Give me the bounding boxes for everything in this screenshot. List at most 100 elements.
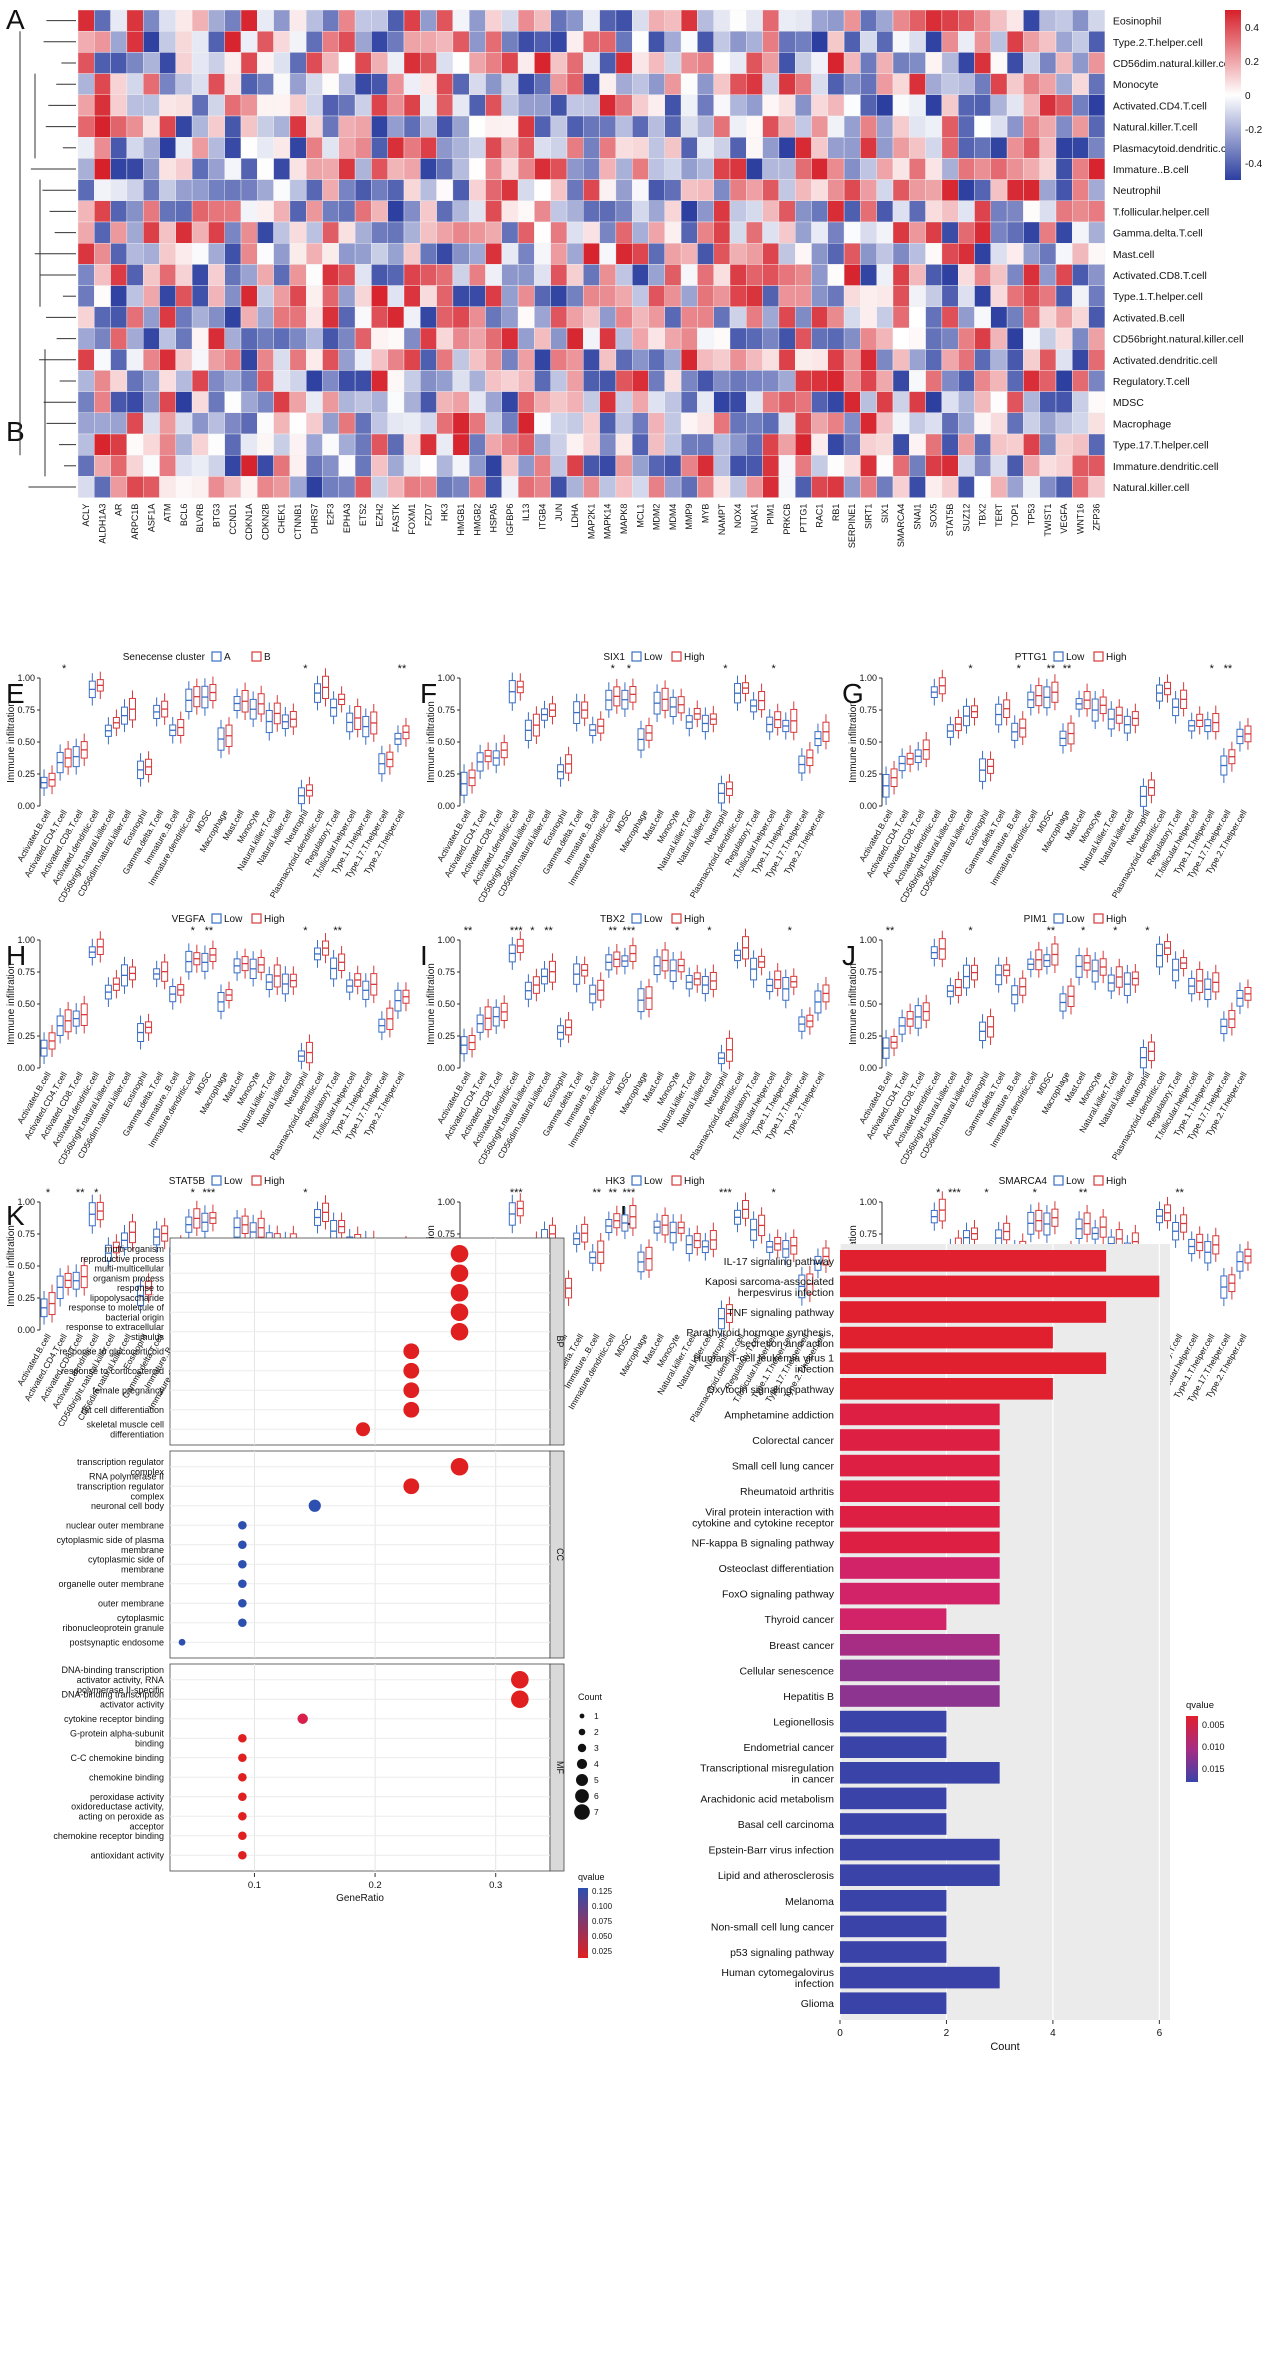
heatmap-cell: [1023, 242, 1040, 265]
heatmap-cell: [110, 31, 128, 53]
heatmap-cell: [778, 200, 796, 223]
bar-label: cytokine and cytokine receptor: [692, 1517, 834, 1529]
heatmap-cell: [436, 158, 454, 180]
significance-mark: *: [191, 925, 196, 937]
heatmap-cell: [191, 179, 209, 202]
heatmap-cell: [941, 264, 959, 286]
heatmap-row-label: MDSC: [1113, 397, 1144, 409]
legend-low-label: Low: [1066, 914, 1085, 925]
heatmap-cell: [713, 221, 731, 244]
heatmap-cell: [240, 73, 258, 95]
heatmap-cell: [746, 136, 763, 159]
heatmap-cell: [306, 349, 323, 371]
heatmap-cell: [403, 9, 421, 32]
heatmap-cell: [126, 264, 144, 286]
heatmap-cell: [436, 349, 454, 371]
term-label: complex: [130, 1467, 164, 1477]
heatmap-cell: [175, 455, 193, 477]
heatmap-cell: [338, 327, 356, 350]
term-dot: [403, 1362, 420, 1379]
heatmap-cell: [273, 31, 291, 53]
heatmap-cell: [941, 179, 959, 202]
heatmap-cell: [420, 221, 437, 244]
heatmap-cell: [387, 349, 405, 371]
heatmap-cell: [110, 327, 128, 350]
heatmap-cell: [615, 349, 633, 371]
heatmap-cell: [648, 476, 665, 498]
heatmap-cell: [469, 200, 486, 223]
term-label: RNA polymerase II: [89, 1471, 164, 1481]
heatmap-cell: [306, 242, 323, 265]
heatmap-cell: [925, 9, 943, 32]
heatmap-cell: [648, 285, 665, 308]
legend-low-label: Low: [644, 1176, 663, 1187]
heatmap-cell: [1088, 285, 1106, 308]
heatmap-cell: [746, 31, 763, 53]
x-tick-label: 6: [1157, 2028, 1163, 2039]
heatmap-cell: [208, 306, 225, 329]
heatmap-cell: [550, 412, 568, 435]
heatmap-column-label: BLVRB: [195, 504, 205, 533]
heatmap-cell: [208, 136, 225, 159]
heatmap-cell: [680, 264, 698, 286]
bar-label: Epstein-Barr virus infection: [709, 1845, 835, 1857]
heatmap-cell: [1039, 264, 1057, 286]
heatmap-cell: [746, 349, 763, 371]
heatmap-cell: [811, 391, 828, 414]
heatmap-cell: [77, 31, 95, 53]
heatmap-cell: [273, 412, 291, 435]
heatmap-cell: [1023, 412, 1040, 435]
heatmap-cell: [175, 52, 193, 74]
heatmap-cell: [827, 264, 845, 286]
significance-mark: *: [1081, 925, 1086, 937]
heatmap-cell: [534, 9, 551, 32]
bar-label: Amphetamine addiction: [724, 1409, 834, 1421]
heatmap-cell: [224, 412, 242, 435]
term-dot: [238, 1831, 247, 1841]
heatmap-column-label: CDKN1A: [244, 504, 254, 541]
heatmap-cell: [1072, 433, 1089, 456]
heatmap-cell: [599, 476, 617, 498]
heatmap-row-label: Activated.CD8.T.cell: [1113, 270, 1207, 282]
heatmap-cell: [909, 221, 926, 244]
heatmap-cell: [387, 179, 405, 202]
y-tick-label: 0.75: [437, 1229, 455, 1239]
y-tick-label: 0.00: [437, 801, 455, 811]
heatmap-cell: [420, 179, 437, 202]
heatmap-cell: [224, 285, 242, 308]
heatmap-cell: [941, 242, 959, 265]
heatmap-cell: [680, 306, 698, 329]
heatmap-cell: [762, 94, 780, 117]
heatmap-cell: [583, 52, 600, 74]
heatmap-cell: [566, 264, 584, 286]
color-legend-label: 0.025: [592, 1947, 612, 1956]
heatmap-cell: [240, 476, 258, 498]
significance-mark: *: [1145, 925, 1150, 937]
heatmap-cell: [632, 31, 649, 53]
heatmap-cell: [876, 52, 894, 74]
heatmap-cell: [762, 52, 780, 74]
heatmap-cell: [110, 221, 128, 244]
heatmap-column-label: JUN: [554, 504, 564, 521]
heatmap-cell: [208, 391, 225, 414]
heatmap-row-label: T.follicular.helper.cell: [1113, 206, 1209, 218]
heatmap-cell: [795, 306, 812, 329]
heatmap-cell: [77, 9, 95, 32]
heatmap-cell: [843, 179, 861, 202]
heatmap-cell: [354, 370, 372, 392]
heatmap-cell: [420, 455, 437, 477]
heatmap-cell: [843, 433, 861, 456]
y-axis-label: Immune infiltration: [6, 963, 17, 1045]
heatmap-cell: [436, 52, 454, 74]
heatmap-cell: [566, 306, 584, 329]
heatmap-cell: [257, 476, 274, 498]
heatmap-cell: [322, 412, 339, 435]
heatmap-cell: [664, 94, 682, 117]
heatmap-cell: [371, 73, 388, 95]
heatmap-cell: [142, 242, 160, 265]
heatmap-cell: [387, 31, 405, 53]
bar-label: Lipid and atherosclerosis: [718, 1870, 834, 1882]
heatmap-cell: [94, 370, 111, 392]
heatmap-cell: [550, 455, 568, 477]
